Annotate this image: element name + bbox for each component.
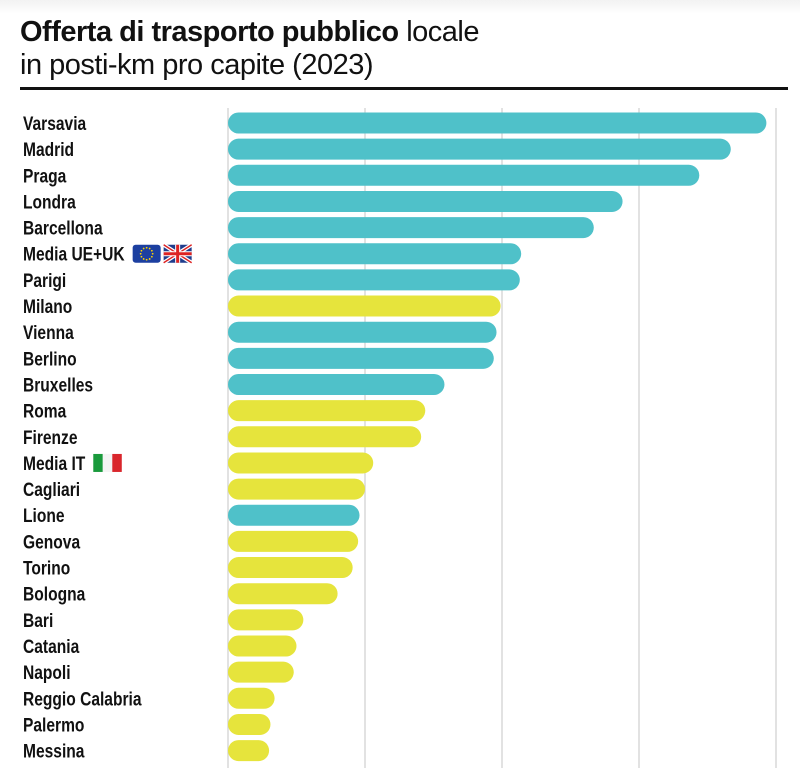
uk-flag-icon [162,243,193,265]
italy-flag-icon [93,453,122,472]
chart-title: Offerta di trasporto pubblico locale in … [20,16,479,82]
bar [228,609,304,631]
bar [228,635,297,657]
category-label: Bruxelles [23,374,93,396]
category-label: Firenze [23,426,78,448]
category-label: Messina [23,740,85,762]
bar [228,321,497,343]
category-label: Napoli [23,662,71,684]
bar [228,164,700,186]
category-label: Berlino [23,348,77,370]
bar [228,661,294,683]
category-label: Madrid [23,139,74,161]
category-label: Lione [23,505,65,527]
category-label: Milano [23,296,72,318]
bar [228,269,520,291]
category-label: Torino [23,557,70,579]
category-label: Cagliari [23,479,80,501]
bar [228,740,270,762]
eu-flag-icon [132,244,161,263]
bar [228,295,501,317]
category-label: Genova [23,531,80,553]
bar [228,112,767,134]
bar [228,190,623,212]
category-label: Barcellona [23,217,103,239]
category-label: Bologna [23,583,86,605]
bar [228,452,374,474]
bar [228,478,365,500]
title-rule [20,87,788,90]
category-label: Bari [23,609,53,631]
title-bold: Offerta di trasporto pubblico [20,16,399,48]
category-label: Praga [23,165,67,187]
bar [228,138,731,160]
bar [228,426,422,448]
title-rest: locale [406,16,479,48]
chart-subtitle: in posti-km pro capite (2023) [20,49,374,81]
category-label: Londra [23,191,76,213]
category-label: Roma [23,400,67,422]
bar [228,504,360,526]
category-label: Media IT [23,452,86,474]
bar [228,243,522,265]
bar [228,347,494,369]
category-label: Catania [23,636,80,658]
bar [228,557,353,579]
category-label: Vienna [23,322,74,344]
category-label: Reggio Calabria [23,688,142,710]
bar [228,687,275,709]
bar [228,530,359,552]
bar [228,400,426,422]
bar [228,713,271,735]
category-label: Parigi [23,269,66,291]
category-label: Varsavia [23,113,87,135]
bar [228,374,445,395]
bar [228,217,594,239]
bar [228,583,338,605]
top-shade [0,0,800,14]
category-label: Media UE+UK [23,243,125,265]
category-label: Palermo [23,714,84,736]
